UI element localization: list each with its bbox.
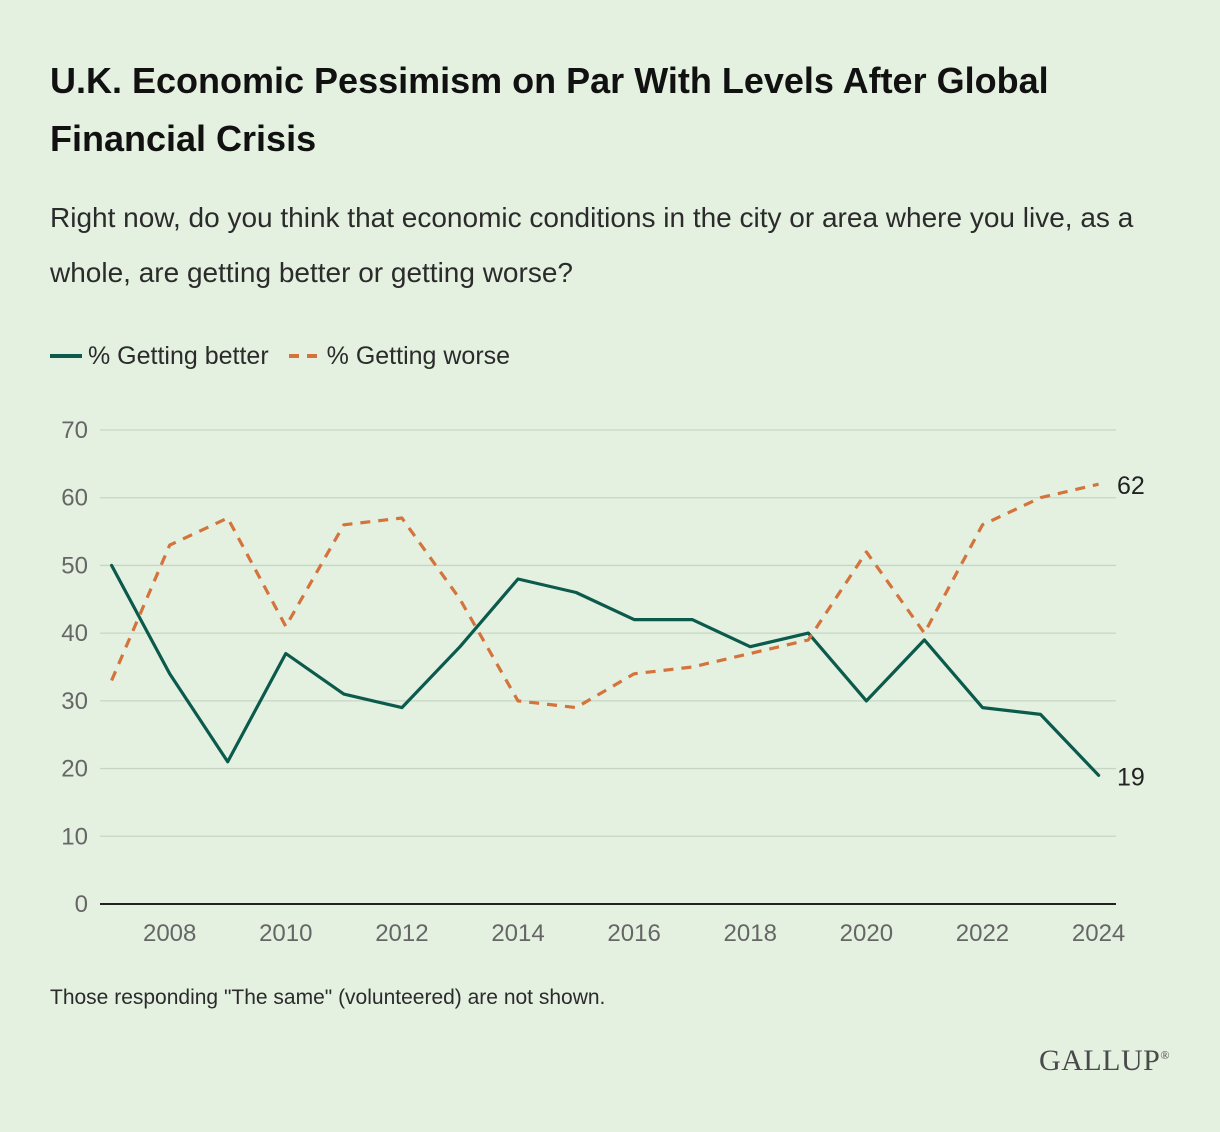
x-tick-label-2022: 2022 <box>956 920 1009 947</box>
legend-swatch-better <box>50 354 82 358</box>
chart-subtitle: Right now, do you think that economic co… <box>50 202 1134 288</box>
legend-item-worse: % Getting worse <box>288 341 511 371</box>
series-line-getting-worse <box>110 482 1099 710</box>
brand-name: GALLUP <box>1039 1044 1161 1077</box>
y-tick-label-60: 60 <box>61 485 88 512</box>
end-label-better: 19 <box>1117 763 1145 791</box>
y-tick-label-70: 70 <box>61 417 88 444</box>
legend-item-better: % Getting better <box>50 342 269 371</box>
y-tick-label-30: 30 <box>61 688 88 715</box>
legend: % Getting better % Getting worse <box>50 336 530 376</box>
y-tick-label-40: 40 <box>61 620 88 647</box>
end-label-worse: 62 <box>1117 472 1145 500</box>
x-tick-label-2010: 2010 <box>259 920 312 947</box>
x-tick-label-2012: 2012 <box>375 920 428 947</box>
x-tick-label-2008: 2008 <box>143 920 196 947</box>
x-tick-label-2014: 2014 <box>491 920 544 947</box>
chart-title: U.K. Economic Pessimism on Par With Leve… <box>50 60 1049 159</box>
x-tick-label-2024: 2024 <box>1072 920 1125 947</box>
y-tick-label-10: 10 <box>61 823 88 850</box>
legend-label-worse: % Getting worse <box>326 341 511 370</box>
series-line-getting-better <box>109 563 1101 777</box>
x-tick-label-2018: 2018 <box>724 920 777 947</box>
x-tick-label-2016: 2016 <box>607 920 660 947</box>
y-tick-label-0: 0 <box>75 891 88 918</box>
x-tick-label-2020: 2020 <box>840 920 893 947</box>
registered-mark: ® <box>1160 1048 1170 1062</box>
legend-swatch-worse <box>288 354 321 358</box>
y-tick-label-50: 50 <box>61 552 88 579</box>
y-tick-label-20: 20 <box>61 756 88 783</box>
legend-label-better: % Getting better <box>88 341 269 370</box>
gallup-logo: GALLUP® <box>1039 1044 1170 1078</box>
line-chart: 0 10 20 30 40 50 60 70 2008 2010 2012 2014 2016 2018 2… <box>61 417 1145 947</box>
footnote: Those responding "The same" (volunteered… <box>50 986 606 1009</box>
